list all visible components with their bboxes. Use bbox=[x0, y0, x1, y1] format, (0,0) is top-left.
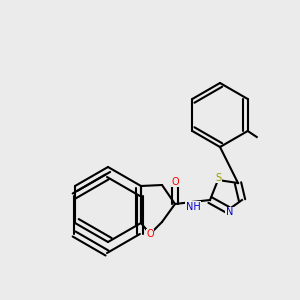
Text: O: O bbox=[171, 177, 179, 187]
Text: O: O bbox=[146, 229, 154, 239]
Text: NH: NH bbox=[185, 202, 200, 212]
Text: N: N bbox=[226, 207, 233, 218]
Text: S: S bbox=[215, 172, 221, 183]
